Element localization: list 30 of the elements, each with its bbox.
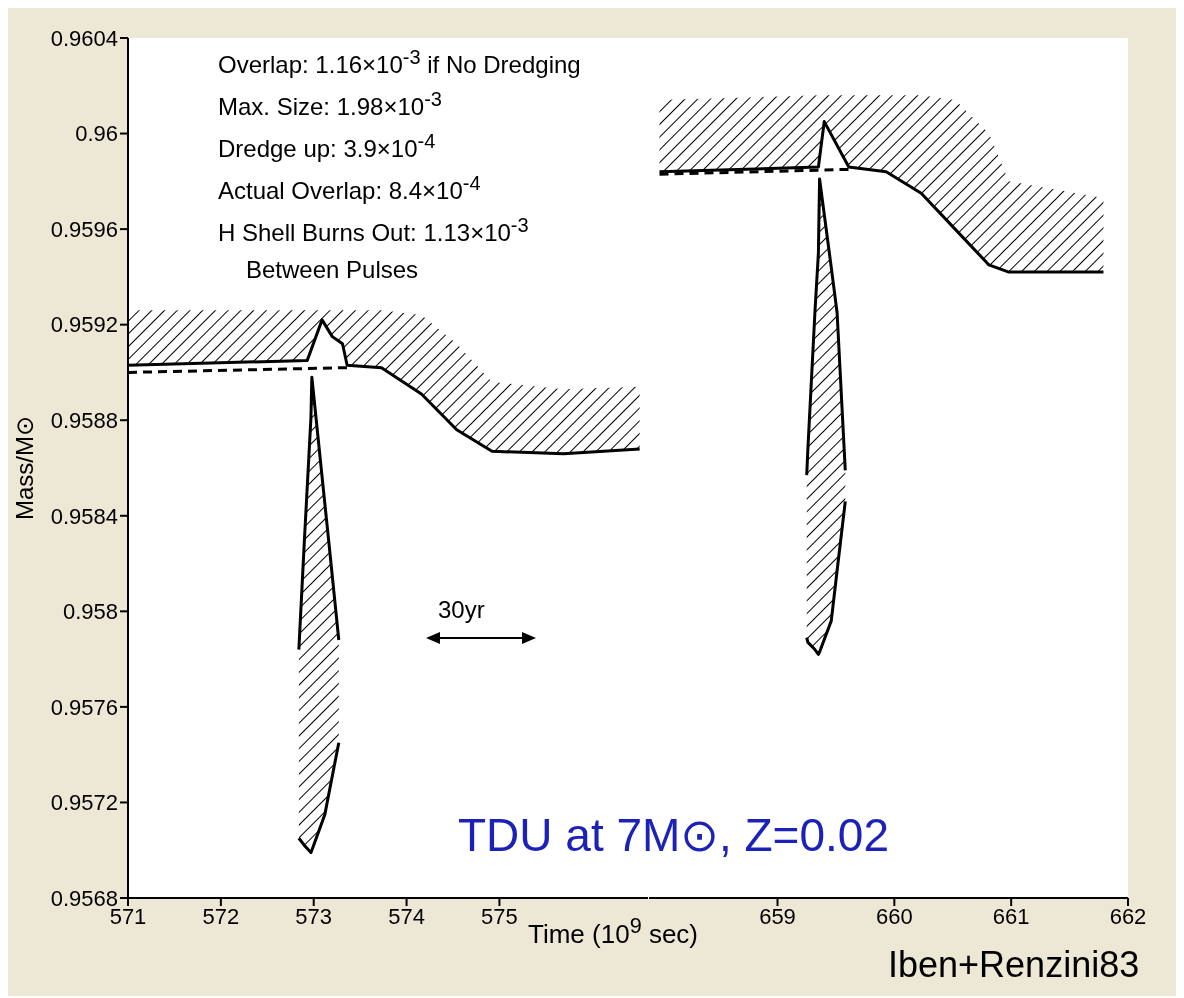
annotation: 30yr — [438, 596, 485, 624]
annotation: Actual Overlap: 8.4×10$^{-4}$ — [218, 172, 481, 205]
x-tick-label: 660 — [875, 903, 913, 929]
y-tick-label: 0.958 — [62, 599, 118, 625]
x-tick-label: 659 — [759, 903, 796, 929]
x-tick-label: 661 — [992, 903, 1030, 929]
annotation: Dredge up: 3.9×10$^{-4}$ — [218, 130, 436, 163]
y-tick-label: 0.9596 — [50, 216, 118, 242]
text: Iben+Renzini83 — [888, 944, 1140, 986]
x-tick-label: 573 — [295, 903, 333, 929]
line-series — [297, 375, 341, 652]
annotation: H Shell Burns Out: 1.13×10$^{-3}$ — [218, 214, 529, 247]
line-series — [297, 741, 341, 855]
annotation: Overlap: 1.16×10$^{-3}$ if No Dredging — [218, 46, 581, 79]
y-tick-label: 0.9592 — [50, 312, 118, 338]
annotation: Max. Size: 1.98×10$^{-3}$ — [218, 88, 442, 121]
x-tick-label: 574 — [388, 903, 425, 929]
y-tick-label: 0.9576 — [50, 694, 118, 720]
y-tick-label: 0.96 — [75, 121, 118, 147]
y-axis-title: Mass/M⊙ — [10, 415, 38, 521]
x-tick-label: 575 — [481, 903, 518, 929]
y-tick-label: 0.9604 — [50, 25, 118, 51]
y-tick-label: 0.9588 — [50, 408, 118, 434]
y-tick-label: 0.9572 — [50, 790, 118, 816]
x-axis-title: Time (10$^{9}$ sec) — [528, 913, 699, 950]
x-tick-label: 662 — [1109, 903, 1147, 929]
annotation: Between Pulses — [246, 256, 419, 284]
annotation: TDU at 7M⊙, Z=0.02 — [458, 808, 889, 862]
x-tick-label: 572 — [202, 903, 240, 929]
y-tick-label: 0.9584 — [50, 503, 118, 529]
